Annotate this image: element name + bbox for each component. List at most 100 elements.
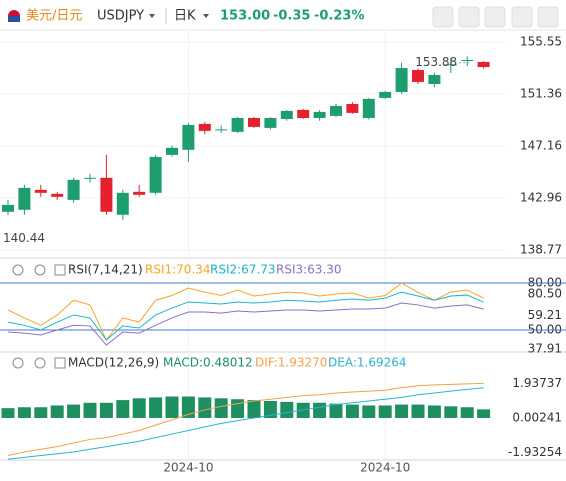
macd-bar [165,396,179,418]
macd-line [7,382,484,457]
tool-button[interactable] [432,6,454,28]
candle-body [198,123,211,131]
macd-bar [214,398,228,418]
change-pct: -0.23% [314,9,365,24]
tool-button[interactable] [484,6,506,28]
tool-button[interactable] [511,6,533,28]
y-tick-label: 155.55 [520,35,562,49]
legend-entry: RSI1:70.34 [145,263,211,277]
candle-body [34,189,47,193]
y-tick-label: 1.93737 [512,376,562,390]
tool-button[interactable] [537,6,559,28]
candle-body [215,129,228,131]
candle-body [248,117,260,127]
rsi-line [7,302,484,346]
macd-bar [411,404,425,418]
candle-body [461,59,474,61]
candle-body [2,204,14,212]
y-tick-label: -1.93254 [508,445,562,459]
candle-body [84,177,96,179]
candle-body [182,124,195,150]
rsi-line [7,282,484,342]
expand-icon[interactable] [54,264,66,276]
dropdown-arrow[interactable] [203,14,209,18]
macd-bar [34,407,48,418]
legend-entry: DIF:1.93270 [255,356,327,370]
indicator-title: MACD(12,26,9) [68,356,159,370]
macd-bar [247,400,261,418]
macd-bar [477,409,491,418]
candle-body [379,91,392,98]
macd-bar [67,404,81,418]
macd-bar [329,403,343,418]
rsi-line [7,291,484,341]
macd-bar [149,397,163,418]
candle-body [330,105,342,116]
x-tick-label: 2024-10 [163,461,213,475]
candle-body [166,147,178,155]
settings-icon[interactable] [34,264,46,276]
y-tick-label: 138.77 [520,242,562,256]
y-tick-label: 37.91 [528,341,562,355]
settings-icon[interactable] [34,357,46,369]
y-tick-label: 142.96 [520,191,562,205]
macd-bar [444,406,458,418]
macd-bar [99,402,113,418]
candle-body [297,109,310,118]
candle-body [133,191,146,195]
macd-bar [181,396,195,418]
change: -0.35 [273,9,310,24]
eye-icon[interactable] [12,264,24,276]
candle-body [444,64,457,66]
dropdown-arrow[interactable] [149,14,155,18]
candle-body [67,179,80,200]
tool-button[interactable] [458,6,480,28]
macd-bar [50,405,64,418]
macd-bar [116,400,130,418]
macd-bar [313,402,327,418]
eye-icon[interactable] [12,357,24,369]
macd-bar [460,407,474,418]
candle-body [477,61,490,68]
candle-body [149,156,162,193]
y-tick-label: 59.21 [528,308,562,322]
candle-body [231,117,244,132]
pair-name[interactable]: 美元/日元 [26,9,82,24]
legend-entry: RSI3:63.30 [276,263,342,277]
toolbar-icons [432,6,559,28]
macd-bar [378,405,392,418]
macd-line [7,387,484,460]
candle-body [362,98,375,118]
period[interactable]: 日K [174,9,196,24]
candle-body [428,74,441,85]
macd-bar [231,399,245,418]
indicator-title: RSI(7,14,21) [68,263,143,277]
candle-body [264,117,277,128]
y-tick-label: 147.16 [520,138,562,152]
y-tick-label: 80.50 [528,287,562,301]
macd-bar [280,401,294,418]
candle-body [51,193,64,197]
x-tick-label: 2024-10 [360,461,410,475]
legend-entry: RSI2:67.73 [210,263,276,277]
macd-bar [83,402,97,418]
expand-icon[interactable] [54,357,66,369]
symbol[interactable]: USDJPY [97,9,144,24]
flag-icon [8,16,20,22]
macd-bar [362,405,376,418]
macd-bar [132,398,146,418]
legend-entry: DEA:1.69264 [328,356,407,370]
macd-bar [17,407,31,418]
macd-bar [345,404,359,418]
candle-body [280,110,293,119]
macd-bar [198,397,212,418]
price: 153.00 [220,9,270,24]
candle-body [100,177,113,212]
candle-body [18,187,31,210]
macd-bar [263,400,277,418]
high-marker: 153.88 [415,55,457,69]
candle-body [395,68,408,92]
candle-body [412,70,424,82]
macd-bar [395,404,409,418]
